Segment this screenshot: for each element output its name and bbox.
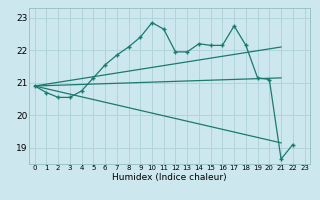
- X-axis label: Humidex (Indice chaleur): Humidex (Indice chaleur): [112, 173, 227, 182]
